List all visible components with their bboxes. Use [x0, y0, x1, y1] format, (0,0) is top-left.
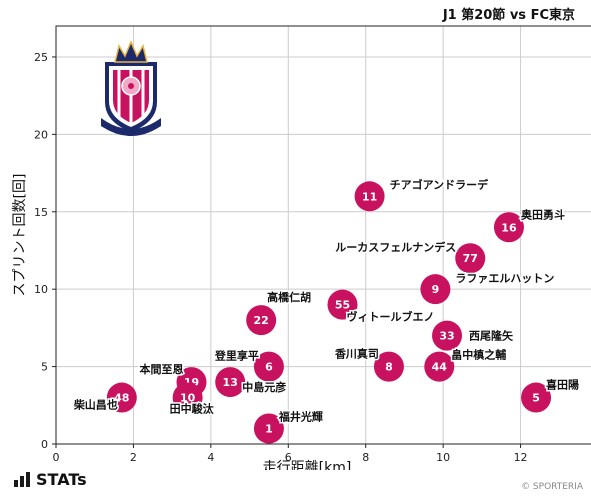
- player-point: 13 中島元彦: [215, 367, 288, 398]
- chart-header-title: J1 第20節 vs FC東京: [442, 8, 575, 23]
- player-name: 本間至恩: [140, 362, 184, 376]
- player-marker: [493, 212, 524, 243]
- player-point: 77 ルーカスフェルナンデス: [334, 239, 486, 274]
- x-tick-label: 0: [53, 451, 60, 464]
- player-number: 55: [335, 299, 350, 312]
- player-name: 西尾隆矢: [469, 329, 514, 343]
- player-number: 11: [362, 190, 377, 203]
- player-marker: [373, 351, 404, 382]
- player-name: ルーカスフェルナンデス: [335, 240, 456, 254]
- player-point: 9 ラファエルハットン: [420, 271, 556, 305]
- club-crest-icon: [101, 40, 161, 136]
- player-number: 44: [432, 361, 448, 374]
- player-name: 畠中槙之輔: [451, 348, 506, 362]
- player-marker: [521, 382, 552, 413]
- player-number: 16: [501, 221, 517, 234]
- player-name: ヴィトールブエノ: [346, 310, 434, 324]
- player-name: 奥田勇斗: [520, 207, 565, 221]
- player-point: 8 香川真司: [332, 345, 404, 382]
- scatter-chart: 024681012140510152025走行距離[km]スプリント回数[回] …: [12, 25, 591, 470]
- player-name: 登里享平: [214, 349, 259, 363]
- player-number: 33: [439, 330, 454, 343]
- copyright-text: © SPORTERIA: [521, 482, 583, 492]
- player-marker: [432, 320, 463, 351]
- bar-chart-icon: [14, 472, 30, 487]
- player-point: 11 チアゴアンドラーデ: [354, 176, 491, 212]
- y-tick-label: 10: [34, 283, 48, 296]
- x-tick-label: 8: [362, 451, 369, 464]
- player-point: 22 高橋仁胡: [246, 289, 313, 336]
- x-tick-label: 10: [436, 451, 450, 464]
- plot-frame: [55, 25, 591, 445]
- y-tick-label: 20: [34, 128, 48, 141]
- player-number: 13: [223, 376, 238, 389]
- grid-layer: [56, 26, 591, 444]
- player-number: 10: [180, 392, 196, 405]
- player-marker: [424, 351, 455, 382]
- player-point: 33 西尾隆矢: [432, 320, 516, 351]
- player-marker: [354, 181, 385, 212]
- player-number: 48: [114, 392, 129, 405]
- brand-text: STATs: [36, 470, 87, 489]
- x-tick-label: 6: [285, 451, 292, 464]
- player-number: 5: [532, 392, 540, 405]
- points-layer: 11チアゴアンドラーデ16奥田勇斗77ルーカスフェルナンデス9ラファエルハットン…: [71, 176, 581, 444]
- player-number: 1: [265, 423, 273, 436]
- player-name: 田中駿汰: [170, 402, 215, 416]
- player-marker: [327, 289, 358, 320]
- x-axis-label: 走行距離[km]: [263, 459, 352, 470]
- player-point: 1 福井光輝: [253, 408, 324, 444]
- player-name: ラファエルハットン: [455, 272, 554, 285]
- player-number: 9: [432, 283, 440, 296]
- player-marker: [420, 274, 451, 305]
- player-marker: [455, 243, 486, 274]
- player-marker: [106, 382, 137, 413]
- y-axis-label: スプリント回数[回]: [12, 174, 28, 297]
- player-number: 6: [265, 361, 273, 374]
- y-tick-label: 5: [41, 361, 48, 374]
- player-number: 22: [254, 314, 269, 327]
- player-name: 中島元彦: [242, 380, 286, 394]
- player-point: 5 喜田陽: [521, 376, 581, 413]
- y-tick-label: 15: [34, 206, 48, 219]
- player-number: 77: [463, 252, 478, 265]
- y-tick-label: 25: [34, 51, 48, 64]
- player-marker: [215, 367, 246, 398]
- player-number: 8: [385, 361, 393, 374]
- player-name: 柴山昌也: [73, 398, 118, 412]
- player-name: 香川真司: [334, 347, 379, 361]
- player-marker: [172, 382, 203, 413]
- player-name: チアゴアンドラーデ: [390, 177, 490, 191]
- player-point: 6 登里享平: [212, 347, 284, 382]
- player-marker: [253, 413, 284, 444]
- x-tick-label: 4: [207, 451, 214, 464]
- player-marker: [253, 351, 284, 382]
- x-tick-label: 12: [514, 451, 528, 464]
- stats-logo: STATs: [14, 470, 87, 489]
- player-name: 喜田陽: [546, 378, 579, 392]
- axes-layer: 024681012140510152025走行距離[km]スプリント回数[回]: [12, 25, 591, 470]
- player-name: 福井光輝: [278, 410, 323, 424]
- x-tick-label: 2: [130, 451, 137, 464]
- player-marker: [246, 305, 277, 336]
- player-name: 高橋仁胡: [267, 290, 311, 304]
- y-tick-label: 0: [41, 438, 48, 451]
